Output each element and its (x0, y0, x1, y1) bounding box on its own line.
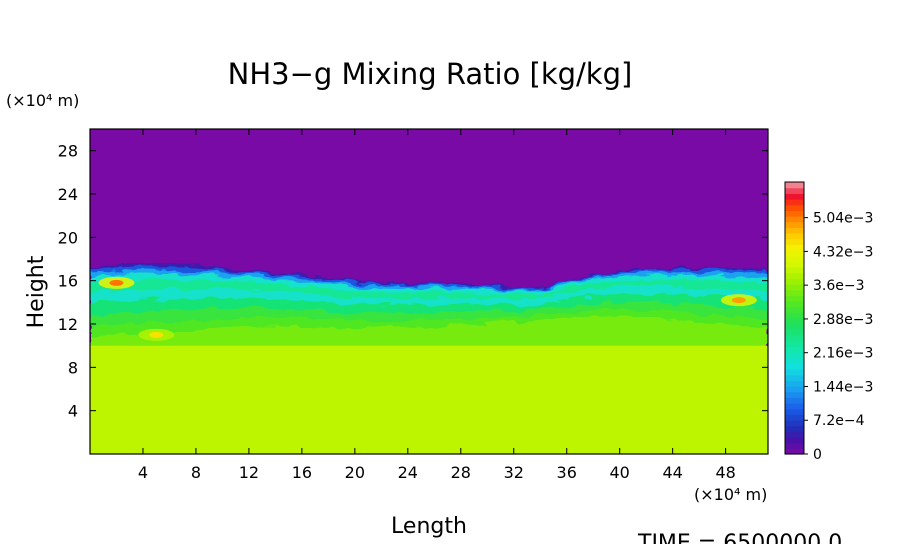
x-tick-label: 36 (557, 463, 577, 482)
colorbar-label: 3.6e−3 (813, 278, 865, 294)
maximum-core (109, 279, 124, 286)
colorbar-label: 2.16e−3 (813, 346, 873, 362)
colorbar-segment (785, 250, 804, 257)
y-tick-label: 4 (68, 402, 78, 421)
colorbar-segment (785, 363, 804, 370)
chart-title: NH3−g Mixing Ratio [kg/kg] (228, 57, 633, 91)
colorbar-segment (785, 284, 804, 291)
colorbar-segment (785, 255, 804, 262)
colorbar-segment (785, 216, 804, 223)
maximum-core (149, 331, 164, 338)
colorbar-segment (785, 369, 804, 376)
colorbar-label: 4.32e−3 (813, 244, 873, 260)
colorbar-segment (785, 425, 804, 432)
colorbar-segment (785, 437, 804, 444)
plot-frame (89, 128, 769, 455)
colorbar-segment (785, 221, 804, 228)
x-unit-label: (×10⁴ m) (694, 485, 767, 504)
colorbar-segment (785, 352, 804, 359)
x-tick-label: 28 (451, 463, 471, 482)
colorbar-label: 7.2e−4 (813, 413, 865, 429)
time-label: TIME = 6500000.0 (637, 531, 842, 544)
colorbar-segment (785, 182, 804, 189)
colorbar-segment (785, 380, 804, 387)
colorbar-frame (784, 181, 805, 455)
y-axis-ticks: 4 8 12 16 20 24 28 (58, 142, 768, 421)
colorbar-segment (785, 374, 804, 381)
plot-area (90, 129, 768, 454)
colorbar-segment (785, 448, 804, 455)
y-tick-label: 24 (58, 185, 78, 204)
colorbar-segment (785, 278, 804, 285)
x-tick-label: 24 (398, 463, 418, 482)
colorbar-segment (785, 261, 804, 268)
colorbar-segment (785, 414, 804, 421)
colorbar-segment (785, 397, 804, 404)
colorbar-segment (785, 408, 804, 415)
colorbar-segment (785, 289, 804, 296)
colorbar-segment (785, 238, 804, 245)
y-unit-label: (×10⁴ m) (6, 91, 79, 110)
colorbar-segment (785, 227, 804, 234)
x-axis-title: Length (391, 514, 467, 539)
colorbar-segment (785, 357, 804, 364)
y-tick-label: 20 (58, 228, 78, 247)
y-tick-label: 8 (68, 358, 78, 377)
colorbar-segment (785, 295, 804, 302)
colorbar-segment (785, 306, 804, 313)
colorbar-segment (785, 199, 804, 206)
x-axis-ticks: 4 8 12 16 20 24 28 32 36 40 44 48 (138, 129, 736, 482)
y-tick-label: 28 (58, 142, 78, 161)
colorbar-label: 1.44e−3 (813, 379, 873, 395)
colorbar-segment (785, 301, 804, 308)
colorbar-segment (785, 193, 804, 200)
colorbar-segment (785, 187, 804, 194)
colorbar-segment (785, 335, 804, 342)
y-axis-title: Height (24, 255, 49, 328)
x-tick-label: 32 (504, 463, 524, 482)
colorbar-segment (785, 272, 804, 279)
x-tick-label: 48 (715, 463, 735, 482)
x-tick-label: 20 (345, 463, 365, 482)
colorbar-segment (785, 403, 804, 410)
colorbar-segment (785, 340, 804, 347)
y-tick-label: 12 (58, 315, 78, 334)
maximum-core (731, 297, 746, 304)
colorbar-segment (785, 323, 804, 330)
x-tick-label: 44 (662, 463, 682, 482)
x-tick-label: 16 (292, 463, 312, 482)
colorbar-segment (785, 431, 804, 438)
colorbar-segment (785, 267, 804, 274)
colorbar-segment (785, 244, 804, 251)
colorbar-segment (785, 204, 804, 211)
lower-layer (90, 345, 768, 454)
colorbar-segment (785, 210, 804, 217)
colorbar-segment (785, 391, 804, 398)
colorbar-label: 0 (813, 447, 822, 463)
colorbar-segment (785, 329, 804, 336)
y-tick-label: 16 (58, 272, 78, 291)
x-tick-label: 8 (191, 463, 201, 482)
colorbar-label: 5.04e−3 (813, 211, 873, 227)
colorbar-segment (785, 233, 804, 240)
colorbar-segment (785, 386, 804, 393)
colorbar-segment (785, 420, 804, 427)
x-tick-label: 4 (138, 463, 148, 482)
colorbar-label: 2.88e−3 (813, 312, 873, 328)
colorbar-segment (785, 442, 804, 449)
colorbar: 0 7.2e−4 1.44e−3 2.16e−3 2.88e−3 3.6e−3 4.32e−… (784, 181, 873, 463)
colorbar-segment (785, 312, 804, 319)
colorbar-segment (785, 346, 804, 353)
colorbar-segment (785, 318, 804, 325)
x-tick-label: 40 (610, 463, 630, 482)
x-tick-label: 12 (239, 463, 259, 482)
